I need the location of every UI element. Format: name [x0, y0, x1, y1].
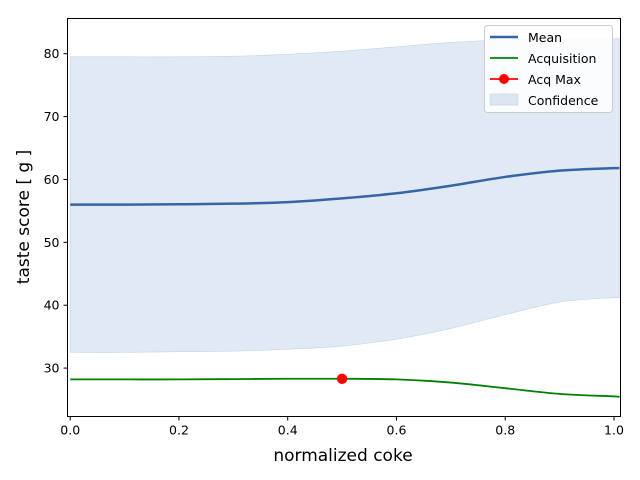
y-tick-label: 40 — [44, 298, 60, 313]
y-axis: 30 40 50 60 70 80 — [44, 46, 68, 376]
series-group — [69, 38, 621, 398]
legend-acquisition-label: Acquisition — [528, 51, 596, 66]
legend-acq-max-label: Acq Max — [528, 72, 581, 87]
y-tick-label: 80 — [44, 46, 60, 61]
x-tick-label: 1.0 — [604, 423, 624, 438]
legend-confidence-swatch — [489, 93, 519, 106]
legend-confidence-label: Confidence — [528, 93, 599, 108]
confidence-band — [69, 38, 621, 353]
y-tick-label: 60 — [44, 172, 60, 187]
x-tick-label: 0.6 — [387, 423, 407, 438]
acquisition-line — [70, 377, 621, 398]
y-tick-label: 30 — [44, 361, 60, 376]
x-tick-label: 0.4 — [278, 423, 298, 438]
x-tick-label: 0.0 — [60, 423, 80, 438]
y-axis-label: taste score [ g ] — [14, 150, 34, 284]
y-tick-label: 50 — [44, 235, 60, 250]
mean-line — [70, 166, 621, 206]
acq-max-point — [336, 373, 348, 384]
legend: Mean Acquisition Acq Max Confidence — [484, 25, 613, 113]
y-tick-label: 70 — [44, 109, 60, 124]
x-tick-label: 0.8 — [495, 423, 515, 438]
axes-frame — [67, 18, 621, 417]
legend-mean-label: Mean — [528, 30, 562, 45]
legend-frame — [484, 25, 613, 113]
x-axis: 0.0 0.2 0.4 0.6 0.8 1.0 — [60, 416, 624, 438]
legend-acq-max-swatch-marker — [499, 74, 509, 84]
x-axis-label: normalized coke — [273, 446, 412, 466]
plot-area — [69, 38, 621, 398]
x-tick-label: 0.2 — [169, 423, 189, 438]
